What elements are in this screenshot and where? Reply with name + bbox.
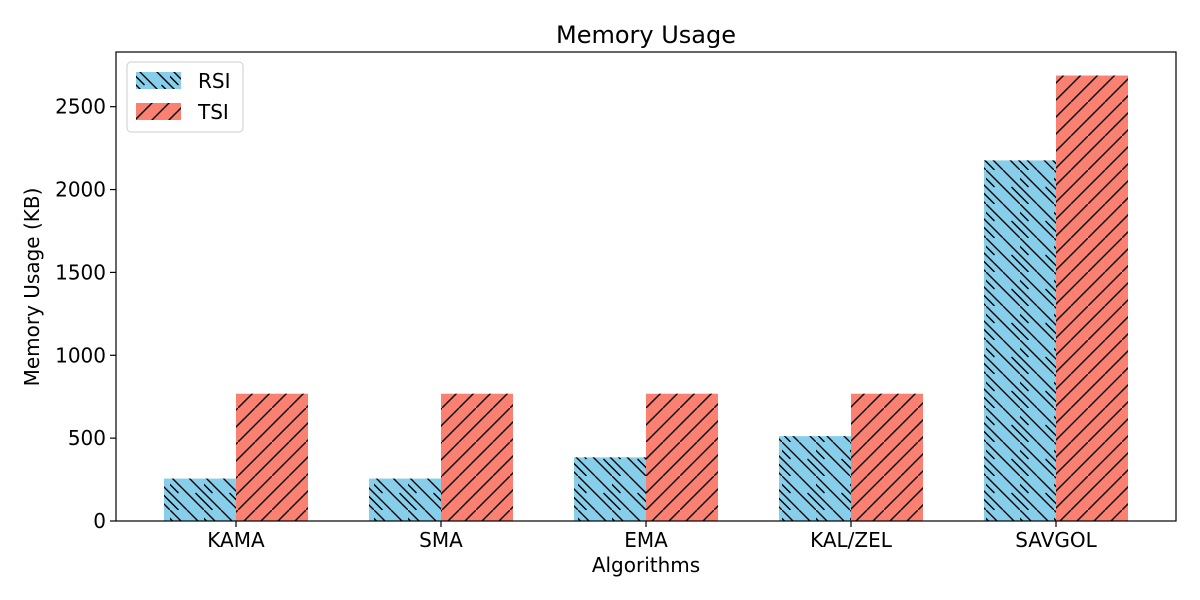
x-tick-label: SMA [419,528,463,552]
x-tick-label: KAL/ZEL [810,528,893,552]
x-tick-label: SAVGOL [1015,528,1097,552]
bar-hatch-rsi-ema [574,457,646,521]
legend: RSI TSI [126,61,244,133]
x-axis: KAMA SMA EMA KAL/ZEL SAVGOL [207,521,1098,552]
y-tick-label: 0 [93,509,106,533]
bar-hatch-rsi-kal-zel [779,436,851,521]
bar-hatch-rsi-kama [164,478,236,521]
bar-hatch-tsi-sma [441,393,513,521]
y-axis-label: Memory Usage (KB) [20,188,44,387]
bar-hatch-tsi-savgol [1056,75,1128,521]
legend-swatch-rsi-hatch [136,72,181,89]
legend-swatch-tsi-hatch [136,103,181,120]
x-tick-label: EMA [624,528,668,552]
legend-label-rsi: RSI [198,69,231,93]
y-tick-label: 500 [68,426,106,450]
legend-entry-rsi: RSI [136,69,231,93]
legend-label-tsi: TSI [197,100,229,124]
y-tick-label: 1500 [55,260,106,284]
y-axis: 0 500 1000 1500 2000 2500 [55,95,116,533]
y-tick-label: 2000 [55,178,106,202]
y-tick-label: 2500 [55,95,106,119]
bar-hatch-tsi-kama [236,393,308,521]
x-axis-label: Algorithms [592,553,700,577]
bar-hatch-tsi-ema [646,393,718,521]
bar-hatch-rsi-savgol [984,160,1056,522]
plot-frame [115,51,1177,522]
bars-group [164,75,1128,522]
legend-entry-tsi: TSI [136,100,229,124]
bar-hatch-rsi-sma [369,478,441,521]
bar-hatch-tsi-kal-zel [851,393,923,521]
x-tick-label: KAMA [207,528,265,552]
chart-title: Memory Usage [556,21,736,49]
y-tick-label: 1000 [55,343,106,367]
